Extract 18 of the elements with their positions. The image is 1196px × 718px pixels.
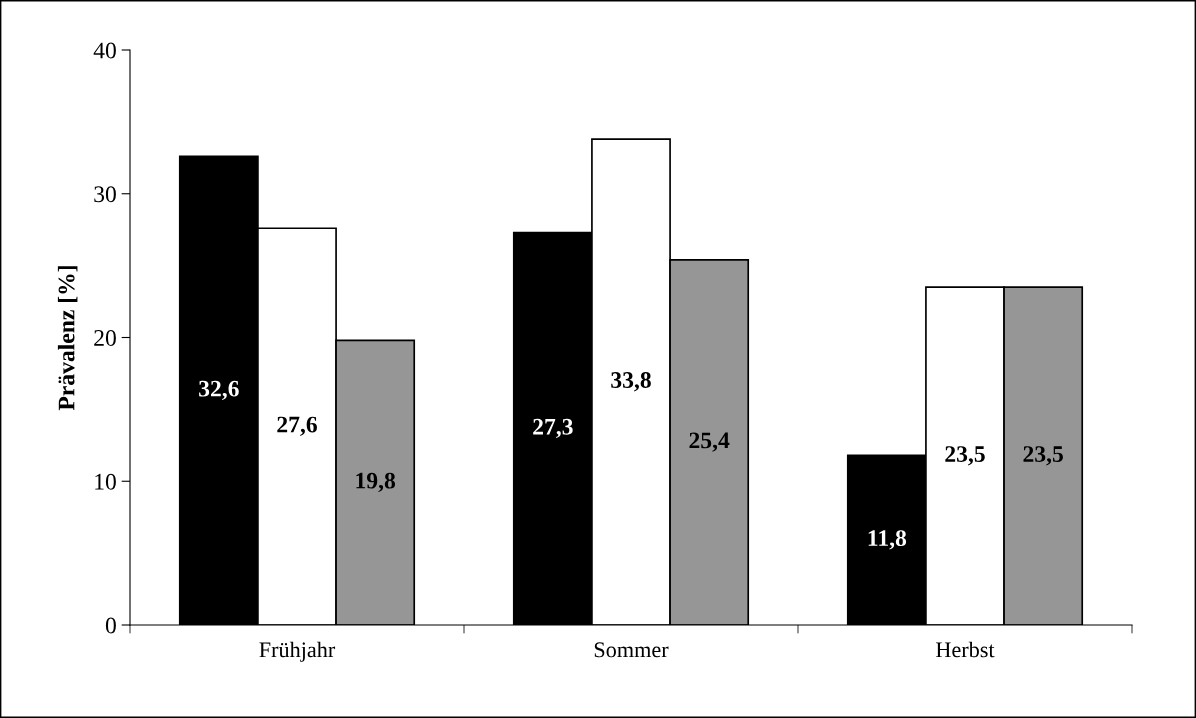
data-label: 11,8 — [868, 530, 907, 550]
y-tick-label: 30 — [94, 186, 116, 203]
data-label: 27,3 — [533, 418, 573, 439]
data-label: 33,8 — [611, 372, 651, 392]
x-tick-label: Herbst — [936, 641, 995, 658]
data-label: 23,5 — [945, 446, 985, 466]
y-tick-label: 40 — [93, 42, 116, 59]
x-tick-label: Frühjahr — [259, 641, 336, 662]
data-label: 23,5 — [1023, 446, 1063, 466]
data-label: 25,4 — [689, 432, 730, 452]
data-label: 32,6 — [199, 380, 239, 401]
y-tick-label: 20 — [94, 329, 116, 346]
y-tick-label: 0 — [105, 617, 116, 634]
y-tick-label: 10 — [95, 473, 116, 490]
data-label: 19,8 — [356, 472, 396, 493]
data-label: 27,6 — [277, 416, 317, 436]
y-axis-title: Prävalenz [%] — [57, 266, 78, 411]
x-tick-label: Sommer — [594, 642, 669, 658]
